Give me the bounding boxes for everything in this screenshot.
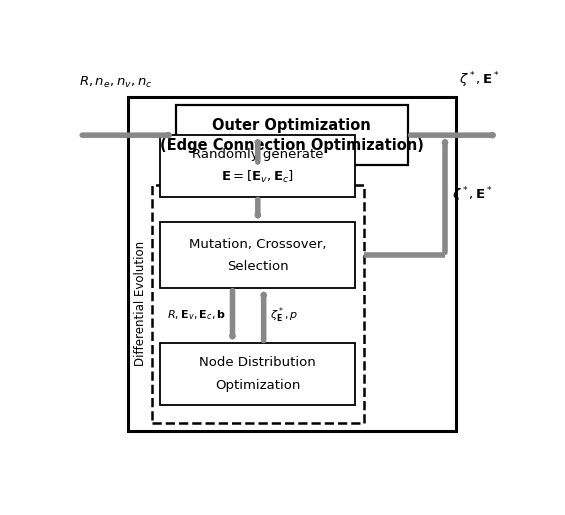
Text: Node Distribution: Node Distribution <box>199 356 316 369</box>
Text: (Edge Connection Optimization): (Edge Connection Optimization) <box>160 138 424 152</box>
Text: Selection: Selection <box>227 260 289 273</box>
Text: $R, n_e, n_v, n_c$: $R, n_e, n_v, n_c$ <box>79 75 153 90</box>
Bar <box>176 106 408 165</box>
Text: $R, \mathbf{E}_v, \mathbf{E}_c, \mathbf{b}$: $R, \mathbf{E}_v, \mathbf{E}_c, \mathbf{… <box>167 308 226 322</box>
Text: $\mathbf{E} = [\mathbf{E}_v, \mathbf{E}_c]$: $\mathbf{E} = [\mathbf{E}_v, \mathbf{E}_… <box>221 169 294 185</box>
Bar <box>128 97 456 431</box>
Text: $\zeta^*, \mathbf{E}^*$: $\zeta^*, \mathbf{E}^*$ <box>459 70 499 90</box>
Text: Randomly generate: Randomly generate <box>192 148 324 161</box>
Text: Mutation, Crossover,: Mutation, Crossover, <box>189 237 327 250</box>
Text: $\zeta^*_{\mathbf{E}}, p$: $\zeta^*_{\mathbf{E}}, p$ <box>270 306 298 325</box>
Bar <box>160 135 355 197</box>
Text: Differential Evolution: Differential Evolution <box>134 241 147 366</box>
Text: Outer Optimization: Outer Optimization <box>212 118 371 133</box>
Bar <box>160 344 355 405</box>
Text: $\zeta^*, \mathbf{E}^*$: $\zeta^*, \mathbf{E}^*$ <box>451 185 493 205</box>
Text: Optimization: Optimization <box>215 379 301 392</box>
Bar <box>151 185 364 423</box>
Bar <box>160 222 355 288</box>
